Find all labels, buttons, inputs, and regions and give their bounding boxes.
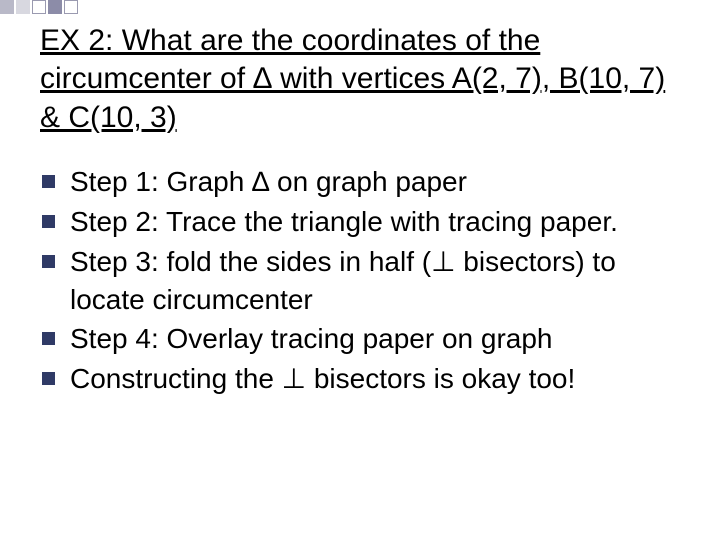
step-text: Constructing the ⊥ bisectors is okay too… (70, 363, 575, 394)
slide-title: EX 2: What are the coordinates of the ci… (40, 22, 680, 137)
list-item: Step 4: Overlay tracing paper on graph (42, 320, 680, 358)
step-text: Step 3: fold the sides in half (⊥ bisect… (70, 246, 616, 315)
deco-square (48, 0, 62, 14)
step-text: Step 2: Trace the triangle with tracing … (70, 206, 618, 237)
step-list: Step 1: Graph ∆ on graph paper Step 2: T… (40, 163, 680, 398)
slide-content: EX 2: What are the coordinates of the ci… (0, 0, 720, 398)
list-item: Constructing the ⊥ bisectors is okay too… (42, 360, 680, 398)
deco-square (16, 0, 30, 14)
list-item: Step 1: Graph ∆ on graph paper (42, 163, 680, 201)
step-text: Step 4: Overlay tracing paper on graph (70, 323, 553, 354)
deco-square (64, 0, 78, 14)
list-item: Step 2: Trace the triangle with tracing … (42, 203, 680, 241)
deco-square (32, 0, 46, 14)
corner-decoration (0, 0, 80, 14)
step-text: Step 1: Graph ∆ on graph paper (70, 166, 467, 197)
list-item: Step 3: fold the sides in half (⊥ bisect… (42, 243, 680, 319)
deco-square (0, 0, 14, 14)
